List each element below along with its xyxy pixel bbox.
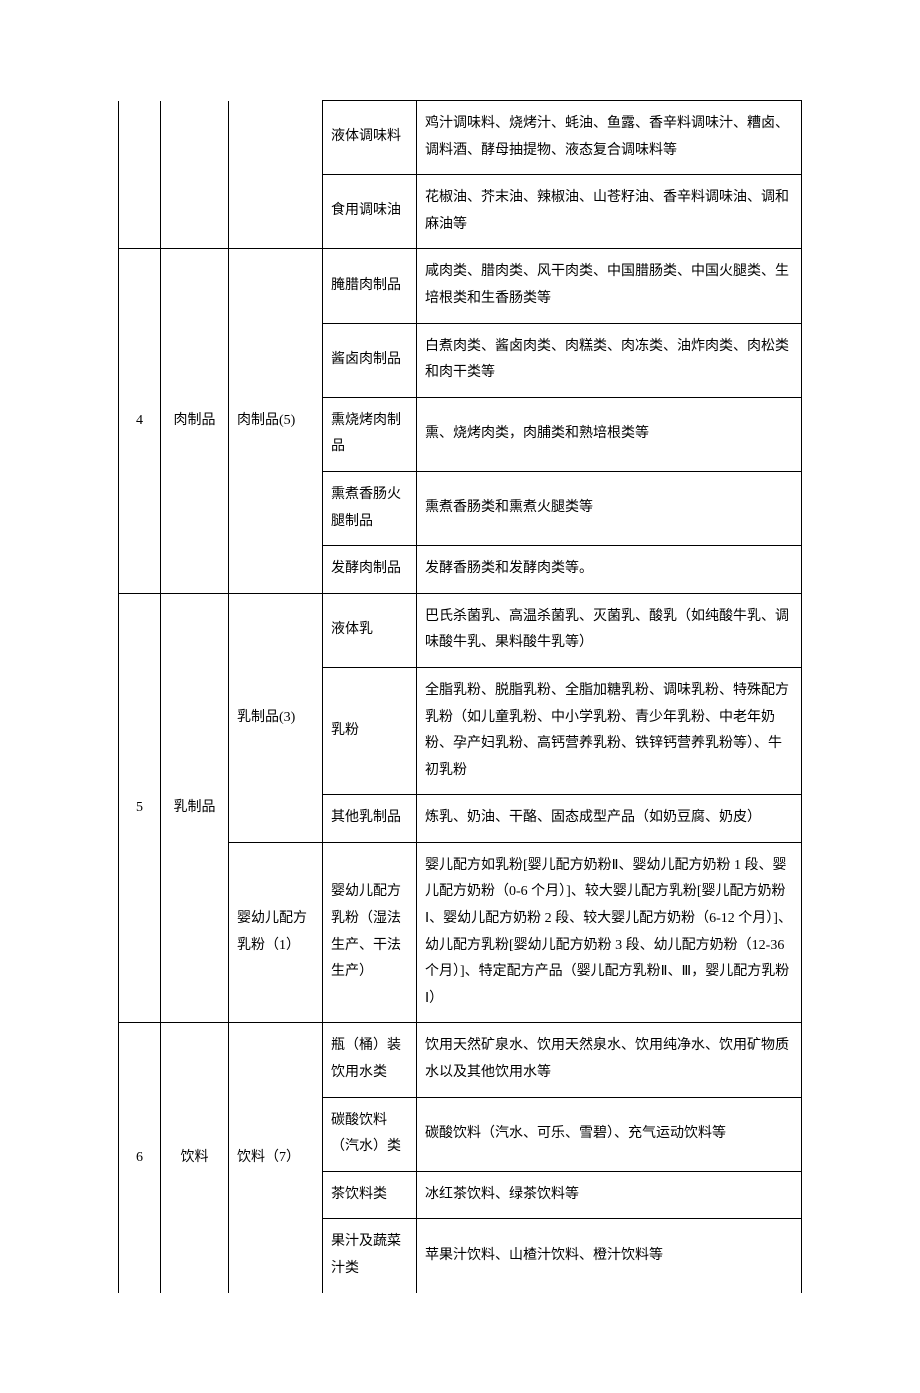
table-row: 6饮料饮料（7）瓶（桶）装饮用水类饮用天然矿泉水、饮用天然泉水、饮用纯净水、饮用… [119, 1023, 802, 1097]
col-item: 碳酸饮料（汽水）类 [323, 1097, 417, 1171]
col-index [119, 101, 161, 249]
col-desc: 碳酸饮料（汽水、可乐、雪碧）、充气运动饮料等 [417, 1097, 802, 1171]
col-item: 腌腊肉制品 [323, 249, 417, 323]
col-item: 发酵肉制品 [323, 546, 417, 594]
col-subcategory: 婴幼儿配方乳粉（1） [229, 842, 323, 1023]
col-subcategory: 肉制品(5) [229, 249, 323, 593]
col-index: 4 [119, 249, 161, 593]
col-item: 酱卤肉制品 [323, 323, 417, 397]
col-desc: 鸡汁调味料、烧烤汁、蚝油、鱼露、香辛料调味汁、糟卤、调料酒、酵母抽提物、液态复合… [417, 101, 802, 175]
col-subcategory: 饮料（7） [229, 1023, 323, 1293]
col-desc: 冰红茶饮料、绿茶饮料等 [417, 1171, 802, 1219]
col-desc: 婴儿配方如乳粉[婴儿配方奶粉Ⅱ、婴幼儿配方奶粉 1 段、婴儿配方奶粉（0-6 个… [417, 842, 802, 1023]
col-item: 液体调味料 [323, 101, 417, 175]
table-row: 4肉制品肉制品(5)腌腊肉制品咸肉类、腊肉类、风干肉类、中国腊肠类、中国火腿类、… [119, 249, 802, 323]
col-subcategory: 乳制品(3) [229, 593, 323, 842]
col-desc: 咸肉类、腊肉类、风干肉类、中国腊肠类、中国火腿类、生培根类和生香肠类等 [417, 249, 802, 323]
col-item: 婴幼儿配方乳粉（湿法生产、干法生产） [323, 842, 417, 1023]
col-desc: 苹果汁饮料、山楂汁饮料、橙汁饮料等 [417, 1219, 802, 1293]
table-row: 5乳制品乳制品(3)液体乳巴氏杀菌乳、高温杀菌乳、灭菌乳、酸乳（如纯酸牛乳、调味… [119, 593, 802, 667]
col-desc: 花椒油、芥末油、辣椒油、山苍籽油、香辛料调味油、调和麻油等 [417, 175, 802, 249]
col-subcategory [229, 101, 323, 249]
col-desc: 巴氏杀菌乳、高温杀菌乳、灭菌乳、酸乳（如纯酸牛乳、调味酸牛乳、果料酸牛乳等） [417, 593, 802, 667]
table-row: 液体调味料鸡汁调味料、烧烤汁、蚝油、鱼露、香辛料调味汁、糟卤、调料酒、酵母抽提物… [119, 101, 802, 175]
col-item: 食用调味油 [323, 175, 417, 249]
col-item: 茶饮料类 [323, 1171, 417, 1219]
col-item: 果汁及蔬菜汁类 [323, 1219, 417, 1293]
col-desc: 白煮肉类、酱卤肉类、肉糕类、肉冻类、油炸肉类、肉松类和肉干类等 [417, 323, 802, 397]
col-category: 肉制品 [161, 249, 229, 593]
col-desc: 全脂乳粉、脱脂乳粉、全脂加糖乳粉、调味乳粉、特殊配方乳粉（如儿童乳粉、中小学乳粉… [417, 667, 802, 794]
col-index: 6 [119, 1023, 161, 1293]
col-item: 液体乳 [323, 593, 417, 667]
food-category-table: 液体调味料鸡汁调味料、烧烤汁、蚝油、鱼露、香辛料调味汁、糟卤、调料酒、酵母抽提物… [118, 100, 802, 1293]
col-item: 熏煮香肠火腿制品 [323, 471, 417, 545]
col-desc: 发酵香肠类和发酵肉类等。 [417, 546, 802, 594]
col-item: 其他乳制品 [323, 795, 417, 843]
col-item: 熏烧烤肉制品 [323, 397, 417, 471]
col-category: 乳制品 [161, 593, 229, 1023]
col-desc: 饮用天然矿泉水、饮用天然泉水、饮用纯净水、饮用矿物质水以及其他饮用水等 [417, 1023, 802, 1097]
col-desc: 熏、烧烤肉类，肉脯类和熟培根类等 [417, 397, 802, 471]
col-item: 乳粉 [323, 667, 417, 794]
col-desc: 炼乳、奶油、干酪、固态成型产品（如奶豆腐、奶皮） [417, 795, 802, 843]
col-category: 饮料 [161, 1023, 229, 1293]
col-desc: 熏煮香肠类和熏煮火腿类等 [417, 471, 802, 545]
col-category [161, 101, 229, 249]
col-item: 瓶（桶）装饮用水类 [323, 1023, 417, 1097]
col-index: 5 [119, 593, 161, 1023]
